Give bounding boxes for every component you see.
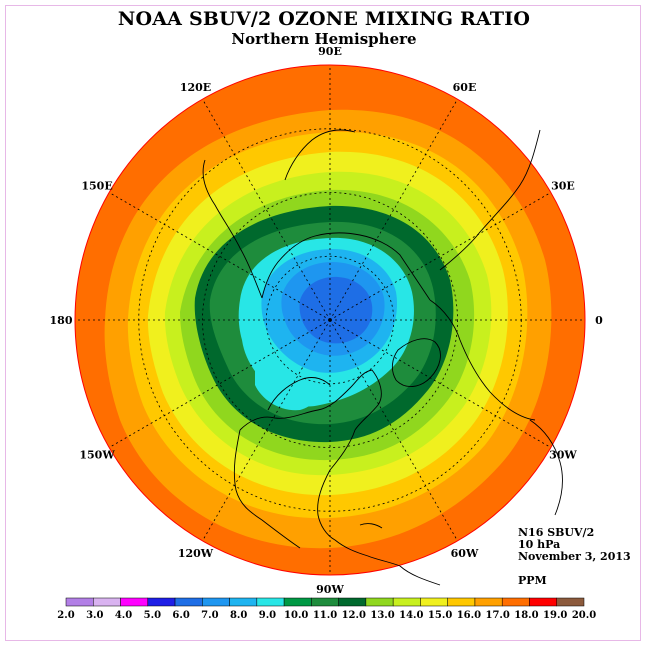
plot-frame [5, 5, 641, 641]
colorbar-box [392, 597, 421, 607]
longitude-label: 0 [595, 314, 603, 327]
colorbar-box [202, 597, 230, 607]
disc-edge [74, 64, 586, 576]
coast-asia-east [202, 159, 263, 299]
instrument-label: N16 SBUV/2 [518, 526, 595, 539]
colorbar-ticks: 2.0 3.0 4.0 5.0 6.0 7.0 8.0 9.0 10.0 11.0 12.0 13.0… [57, 610, 596, 621]
longitude-label: 150E [81, 180, 112, 193]
longitude-label: 30W [549, 449, 577, 462]
colorbar-tick-label: 10.0 [284, 610, 308, 621]
colorbar-box [501, 597, 530, 607]
level-label: 10 hPa [518, 538, 561, 551]
parallel-circle [265, 255, 395, 385]
coastlines [202, 129, 563, 586]
longitude-label: 120E [180, 81, 211, 94]
longitude-label: 120W [178, 547, 214, 560]
colorbar-box [311, 597, 339, 607]
colorbar-boxes [65, 597, 585, 607]
colorbar-tick-label: 14.0 [399, 610, 423, 621]
coast-atlantic-europe [429, 299, 536, 421]
colorbar-tick-label: 3.0 [86, 610, 103, 621]
parallel-circle [138, 128, 522, 512]
colorbar-box [229, 597, 258, 607]
graticule [75, 65, 585, 575]
colorbar-box [147, 597, 176, 607]
date-label: November 3, 2013 [518, 550, 631, 563]
colorbar-box [447, 597, 476, 607]
coast-greenland [391, 338, 441, 387]
longitude-label: 150W [79, 449, 115, 462]
colorbar-box [529, 597, 557, 607]
info-block: N16 SBUV/2 10 hPa November 3, 2013 [518, 527, 631, 563]
coast-north-america-east [239, 369, 401, 567]
coast-eurasia-arctic [261, 232, 431, 301]
colorbar-tick-label: 12.0 [342, 610, 366, 621]
colorbar-tick-label: 19.0 [543, 610, 567, 621]
units-label: PPM [518, 574, 547, 587]
coast-asia-north [284, 129, 356, 181]
colorbar-tick-label: 17.0 [485, 610, 509, 621]
colorbar-box [420, 597, 448, 607]
longitude-label: 180 [50, 314, 73, 327]
colorbar-tick-label: 13.0 [370, 610, 394, 621]
longitude-label: 60E [453, 81, 477, 94]
colorbar-tick-label: 15.0 [428, 610, 452, 621]
longitude-label: 90E [318, 45, 342, 58]
colorbar-box [256, 597, 285, 607]
colorbar-box [93, 597, 121, 607]
longitude-labels: 90E 60E 30E 0 30W 60W 90W 120W 150W 180 150E 120E [50, 45, 604, 596]
colorbar-box [556, 597, 585, 607]
colorbar-box [283, 597, 312, 607]
coast-africa [529, 419, 563, 516]
page-subtitle: Northern Hemisphere [231, 30, 417, 48]
colorbar-tick-label: 16.0 [457, 610, 481, 621]
coast-hudson [267, 377, 331, 411]
colorbar-tick-label: 8.0 [230, 610, 247, 621]
colorbar-tick-label: 2.0 [57, 610, 74, 621]
colorbar-box [120, 597, 149, 607]
page-title: NOAA SBUV/2 OZONE MIXING RATIO [117, 8, 531, 30]
colorbar-box [474, 597, 503, 607]
colorbar-tick-label: 9.0 [259, 610, 276, 621]
longitude-label: 60W [451, 547, 479, 560]
coast-south-america [399, 565, 441, 586]
coast-north-america-west [233, 429, 301, 549]
colorbar-tick-label: 5.0 [144, 610, 161, 621]
coast-caribbean [359, 523, 383, 529]
longitude-label: 30E [551, 180, 575, 193]
colorbar-tick-label: 7.0 [201, 610, 218, 621]
colorbar-box [65, 597, 94, 607]
colorbar-box [174, 597, 203, 607]
colorbar-tick-label: 4.0 [115, 610, 132, 621]
longitude-label: 90W [316, 583, 344, 596]
parallel-circle [202, 192, 458, 448]
colorbar-box [338, 597, 367, 607]
colorbar-tick-label: 18.0 [514, 610, 538, 621]
colorbar-tick-label: 6.0 [172, 610, 189, 621]
coast-europe [439, 129, 541, 271]
colorbar-tick-label: 11.0 [313, 610, 337, 621]
colorbar-tick-label: 20.0 [572, 610, 596, 621]
colorbar-box [365, 597, 394, 607]
